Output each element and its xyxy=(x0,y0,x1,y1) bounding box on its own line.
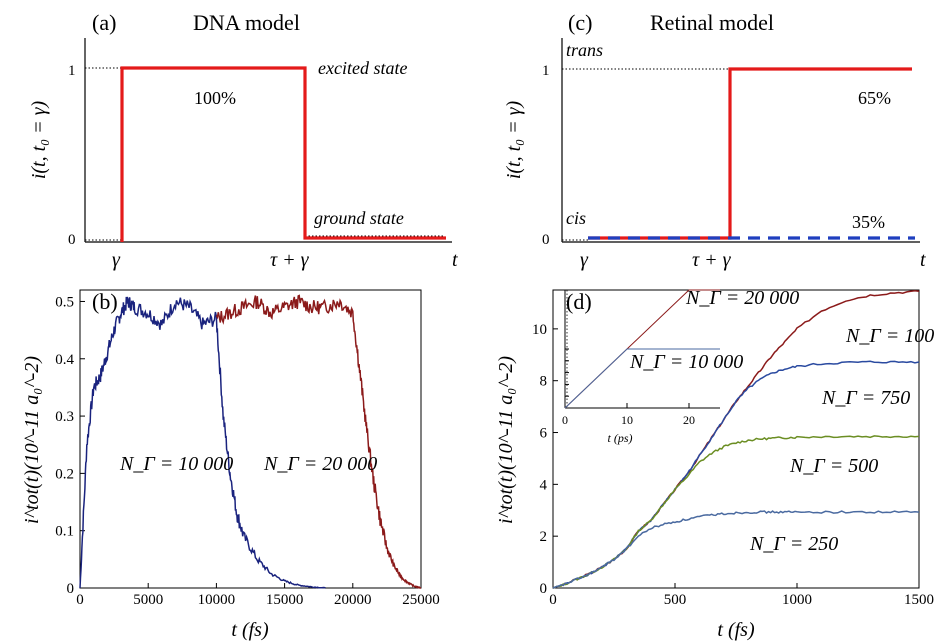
panel-b-ytick-label: 0.2 xyxy=(55,466,74,482)
panel-d-ytick-label: 10 xyxy=(532,322,547,338)
panel-c-ytick-0: 0 xyxy=(542,232,550,248)
panel-a-y-label: i(t, t₀ = γ) xyxy=(28,101,50,180)
panel-d-inset: 0 10 20 N_Γ = 20 000 N_Γ = 10 000 t (ps) xyxy=(562,287,799,445)
panel-b-series-20000 xyxy=(215,294,421,589)
panel-d-label-250: N_Γ = 250 xyxy=(749,533,838,555)
inset-label-20000: N_Γ = 20 000 xyxy=(685,287,799,309)
panel-c-xtick-tau-gamma: τ + γ xyxy=(692,249,732,271)
panel-d-label-750: N_Γ = 750 xyxy=(821,387,910,409)
panel-c-annotation-cis: cis xyxy=(566,208,586,228)
panel-c-xtick-gamma: γ xyxy=(580,249,589,271)
panel-b-series-10000 xyxy=(79,296,326,589)
panel-b-ytick-label: 0.3 xyxy=(55,409,74,425)
panel-a-label: (a) xyxy=(92,10,116,35)
panel-c-annotation-trans: trans xyxy=(566,40,603,60)
panel-b-xtick-label: 5000 xyxy=(133,592,163,608)
panel-d-ytick-label: 8 xyxy=(540,374,548,390)
panel-d-ytick-label: 6 xyxy=(540,426,548,442)
panel-d-xtick-label: 1500 xyxy=(904,592,934,608)
panel-a-annotation-ground: ground state xyxy=(314,208,404,228)
panel-d-frame xyxy=(552,289,920,589)
panel-d-x-label: t (fs) xyxy=(717,619,755,641)
panel-d-xtick-label: 0 xyxy=(549,592,557,608)
panel-d-y-label: i^tot(t)(10^-11 a₀^-2) xyxy=(495,356,517,524)
panel-b-frame xyxy=(79,289,422,589)
panel-c-label: (c) xyxy=(568,10,592,35)
inset-label-10000: N_Γ = 10 000 xyxy=(629,351,743,373)
inset-xtick-label: 20 xyxy=(683,413,695,427)
panel-d-xtick-label: 1000 xyxy=(782,592,812,608)
panel-b-ytick-label: 0.1 xyxy=(55,524,74,540)
panel-d-ytick-label: 0 xyxy=(540,581,548,597)
panel-b-ytick-label: 0 xyxy=(67,581,75,597)
panel-c-y-label: i(t, t₀ = γ) xyxy=(503,101,525,180)
panel-b-xtick-label: 15000 xyxy=(266,592,304,608)
panel-b-xtick-label: 10000 xyxy=(198,592,236,608)
panel-b-xtick-label: 25000 xyxy=(402,592,440,608)
inset-xtick-label: 10 xyxy=(621,413,633,427)
panel-d-series-250 xyxy=(552,510,920,589)
panel-d-label: (d) xyxy=(566,289,592,314)
panel-b-ytick-label: 0.4 xyxy=(55,352,74,368)
panel-b-label-10000: N_Γ = 10 000 xyxy=(119,453,233,475)
inset-xtick-label: 0 xyxy=(562,413,568,427)
panel-a-x-label: t xyxy=(452,249,458,271)
panel-d-label-500: N_Γ = 500 xyxy=(789,455,878,477)
panel-c: (c) Retinal model 1 0 i(t, t₀ = γ) trans… xyxy=(503,10,926,271)
inset-x-label: t (ps) xyxy=(608,431,633,445)
panel-a-xtick-gamma: γ xyxy=(112,249,121,271)
panel-b-xtick-label: 20000 xyxy=(334,592,372,608)
panel-d-xtick-label: 500 xyxy=(664,592,687,608)
panel-d-ytick-label: 2 xyxy=(540,529,548,545)
panel-d: (d) 0 500 1000 1500 0 2 4 6 8 10 N_Γ = 1000 N_Γ =… xyxy=(495,287,934,641)
panel-a-annotation-excited: excited state xyxy=(318,58,407,78)
panel-b-xtick-label: 0 xyxy=(76,592,84,608)
panel-a-title: DNA model xyxy=(193,10,300,35)
panel-b-ytick-label: 0.5 xyxy=(55,294,74,310)
panel-c-x-label: t xyxy=(920,249,926,271)
panel-a-annotation-percent: 100% xyxy=(194,88,236,108)
panel-a-ytick-0: 0 xyxy=(68,232,76,248)
panel-a-series-line xyxy=(120,66,446,242)
panel-c-ytick-1: 1 xyxy=(542,63,550,79)
panel-c-annotation-35: 35% xyxy=(852,212,885,232)
panel-a-xtick-tau-gamma: τ + γ xyxy=(270,249,310,271)
panel-b-label-20000: N_Γ = 20 000 xyxy=(263,453,377,475)
panel-b-y-label: i^tot(t)(10^-11 a₀^-2) xyxy=(21,356,43,524)
panel-c-annotation-65: 65% xyxy=(858,88,891,108)
panel-b-label: (b) xyxy=(92,289,118,314)
panel-b-x-label: t (fs) xyxy=(231,619,269,641)
panel-c-title: Retinal model xyxy=(650,10,774,35)
inset-series-10000 xyxy=(564,348,720,409)
panel-d-ytick-label: 4 xyxy=(540,477,548,493)
panel-a-ytick-1: 1 xyxy=(68,63,76,79)
panel-d-label-1000: N_Γ = 1000 xyxy=(845,325,934,347)
panel-a: (a) DNA model 1 0 i(t, t₀ = γ) excited s… xyxy=(28,10,458,271)
panel-b: (b) 0 5000 10000 15000 20000 25000 0 0.1 0.2 0.3 0… xyxy=(21,289,440,641)
